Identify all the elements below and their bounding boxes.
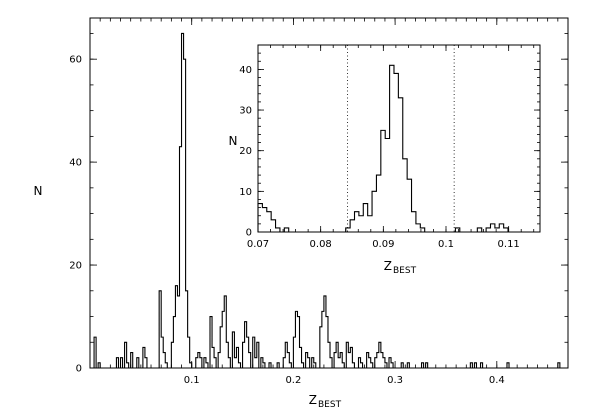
y-tick-label: 0 bbox=[76, 364, 82, 375]
x-tick-label: 0.2 bbox=[285, 375, 301, 386]
inset-tick-labels: 0.07 0.08 0.09 0.1 0.11 0 10 20 30 40 bbox=[239, 65, 520, 250]
inset-y-axis-label: N bbox=[229, 134, 238, 148]
main-histogram-panel: 0.1 0.2 0.3 0.4 0 20 40 60 N Z BEST bbox=[34, 17, 569, 410]
x-tick-label: 0.08 bbox=[310, 239, 332, 250]
main-x-axis-label-subscript: BEST bbox=[318, 400, 342, 410]
inset-plot-frame bbox=[257, 44, 541, 233]
x-tick-label: 0.1 bbox=[438, 239, 454, 250]
x-tick-label: 0.07 bbox=[247, 239, 269, 250]
inset-background bbox=[258, 45, 540, 232]
main-tick-labels: 0.1 0.2 0.3 0.4 0 20 40 60 bbox=[69, 55, 504, 386]
main-axis-ticks bbox=[89, 18, 569, 369]
inset-histogram-panel: 0.07 0.08 0.09 0.1 0.11 0 10 20 30 40 N Z BEST bbox=[229, 44, 541, 276]
y-tick-label: 40 bbox=[69, 158, 82, 169]
main-histogram-series bbox=[90, 32, 568, 369]
x-tick-label: 0.1 bbox=[184, 375, 200, 386]
inset-x-axis-label: Z bbox=[384, 259, 392, 273]
y-tick-label: 40 bbox=[239, 65, 252, 76]
y-tick-label: 10 bbox=[239, 187, 252, 198]
y-tick-label: 60 bbox=[69, 55, 82, 66]
y-tick-label: 20 bbox=[239, 146, 252, 157]
main-x-axis-label: Z bbox=[309, 393, 317, 407]
inset-x-axis-label-subscript: BEST bbox=[393, 266, 417, 276]
x-tick-label: 0.11 bbox=[498, 239, 520, 250]
x-tick-label: 0.09 bbox=[372, 239, 394, 250]
x-tick-label: 0.3 bbox=[387, 375, 403, 386]
y-tick-label: 20 bbox=[69, 261, 82, 272]
x-tick-label: 0.4 bbox=[489, 375, 505, 386]
y-tick-label: 0 bbox=[246, 228, 252, 239]
main-plot-frame bbox=[89, 17, 569, 369]
y-tick-label: 30 bbox=[239, 106, 252, 117]
main-y-axis-label: N bbox=[34, 184, 43, 198]
